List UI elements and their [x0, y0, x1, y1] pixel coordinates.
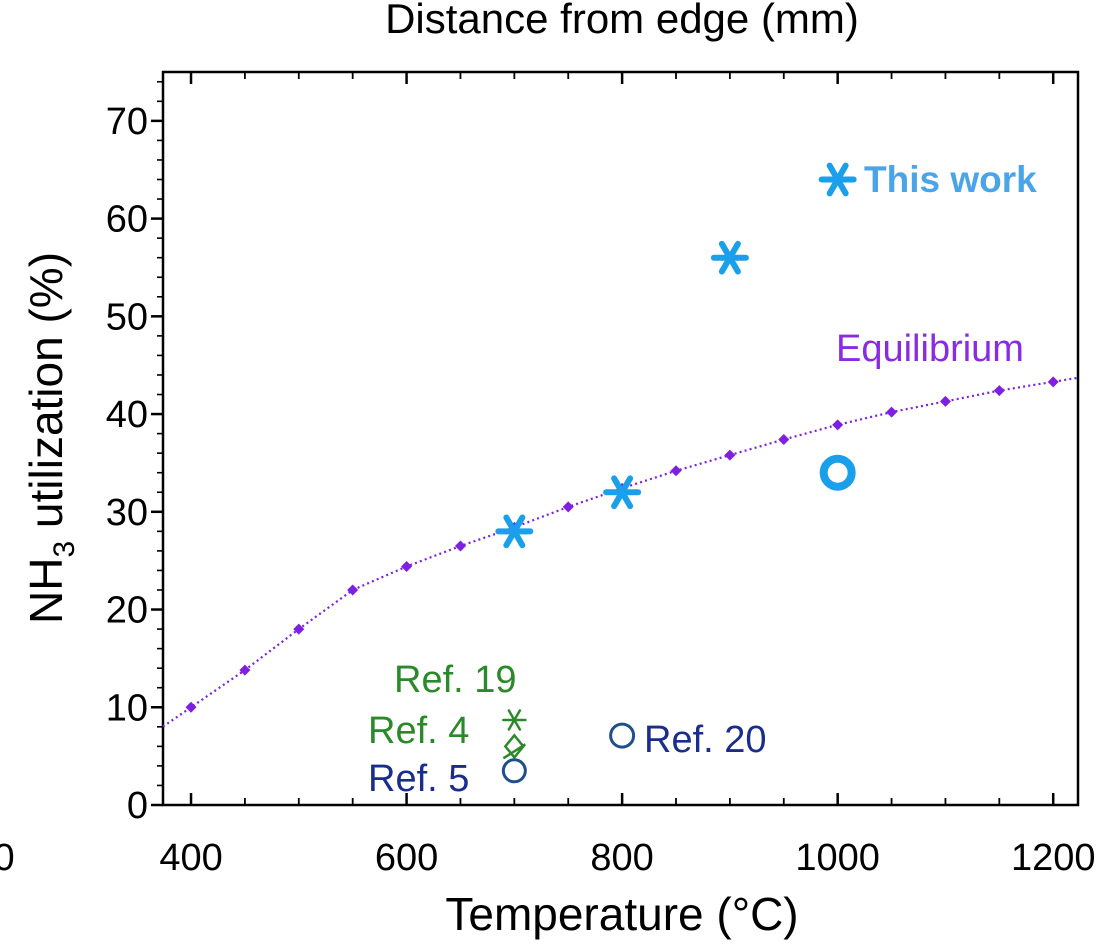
ref-4-cross: [502, 743, 527, 760]
equilibrium-line: [162, 376, 1079, 728]
y-axis-title-rest: utilization (%): [20, 252, 72, 541]
equilibrium-point: [293, 623, 305, 635]
this-work-point: [603, 475, 642, 510]
ref-5-point: [501, 758, 527, 784]
y-tick-label: 60: [106, 199, 148, 241]
equilibrium-point: [347, 584, 359, 596]
equilibrium-point: [1047, 376, 1059, 388]
ref-4-point: [503, 733, 525, 760]
ref-19-point: [502, 709, 527, 731]
annotation-ref-20: Ref. 20: [644, 719, 767, 761]
equilibrium-point: [832, 419, 844, 431]
annotation-this-work: This work: [864, 159, 1037, 200]
equilibrium-point: [454, 540, 466, 552]
ref-20-point: [609, 722, 636, 749]
equilibrium-point: [939, 395, 951, 407]
this-work-point: [818, 162, 857, 197]
x-axis-title: Temperature (°C): [445, 888, 798, 940]
x-tick-label: 600: [375, 837, 438, 879]
left-edge-tick-label: 0: [0, 837, 15, 879]
asterisk-stroke: [718, 240, 741, 275]
y-tick-label: 40: [106, 394, 148, 436]
equilibrium-point: [993, 385, 1005, 397]
equilibrium-point: [886, 406, 898, 418]
asterisk-stroke: [507, 709, 522, 731]
y-tick-label: 70: [106, 101, 148, 143]
equilibrium-point: [562, 501, 574, 513]
y-tick-label: 50: [106, 296, 148, 338]
y-tick-label: 30: [106, 492, 148, 534]
annotation-ref-5: Ref. 5: [368, 758, 469, 800]
top-axis-title: Distance from edge (mm): [385, 0, 859, 42]
asterisk-stroke: [503, 514, 526, 549]
asterisk-stroke: [826, 162, 849, 197]
y-tick-label: 20: [106, 590, 148, 632]
y-tick-label: 10: [106, 687, 148, 729]
this-work-point: [710, 240, 749, 275]
annotation-ref-19: Ref. 19: [394, 659, 517, 701]
y-axis-title: NH3 utilization (%): [20, 252, 81, 624]
y-tick-label: 0: [127, 785, 148, 827]
x-tick-label: 1000: [795, 837, 880, 879]
y-axis-title-subscript: 3: [48, 541, 81, 558]
annotation-equilibrium: Equilibrium: [836, 328, 1024, 370]
series-layer: [162, 162, 1079, 784]
equilibrium-point: [670, 465, 682, 477]
this-work-point: [495, 514, 534, 549]
this-work-ring-point: [819, 454, 856, 491]
x-tick-label: 800: [590, 837, 653, 879]
x-tick-label: 1200: [1011, 837, 1096, 879]
x-tick-label: 400: [159, 837, 222, 879]
asterisk-stroke: [611, 475, 634, 510]
equilibrium-point: [778, 433, 790, 445]
axes: 400 600 800 1000 1200 0 10 20 30 40 50 60 70: [106, 72, 1096, 879]
equilibrium-point: [239, 664, 251, 676]
annotation-ref-4: Ref. 4: [368, 710, 469, 752]
equilibrium-point: [401, 561, 413, 573]
equilibrium-point: [185, 701, 197, 713]
plot-frame: [161, 70, 1080, 807]
y-axis-title-nh: NH: [20, 558, 72, 624]
equilibrium-point: [724, 449, 736, 461]
